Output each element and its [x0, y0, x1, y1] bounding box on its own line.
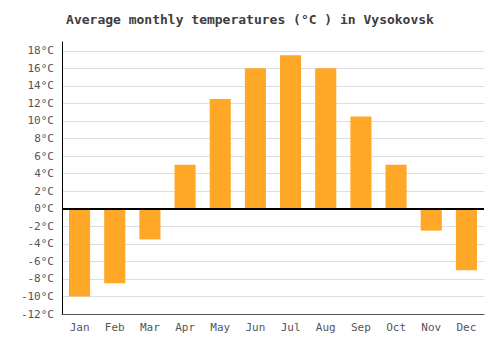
svg-text:18°C: 18°C [28, 44, 55, 57]
svg-text:Jan: Jan [70, 321, 90, 334]
svg-text:Aug: Aug [316, 321, 336, 334]
svg-text:Dec: Dec [456, 321, 476, 334]
svg-text:8°C: 8°C [34, 132, 54, 145]
svg-text:Jun: Jun [245, 321, 265, 334]
svg-text:Feb: Feb [105, 321, 125, 334]
svg-text:Average monthly temperatures (: Average monthly temperatures (°C ) in Vy… [66, 12, 434, 27]
svg-text:4°C: 4°C [34, 167, 54, 180]
svg-text:Sep: Sep [351, 321, 371, 334]
svg-text:16°C: 16°C [28, 62, 55, 75]
svg-text:Apr: Apr [175, 321, 195, 334]
svg-text:12°C: 12°C [28, 97, 55, 110]
svg-text:-8°C: -8°C [28, 272, 55, 285]
svg-text:Jul: Jul [281, 321, 301, 334]
svg-text:Nov: Nov [421, 321, 441, 334]
svg-text:Mar: Mar [140, 321, 160, 334]
svg-text:14°C: 14°C [28, 79, 55, 92]
svg-text:2°C: 2°C [34, 185, 54, 198]
svg-text:May: May [210, 321, 230, 334]
svg-text:-4°C: -4°C [28, 237, 55, 250]
svg-text:Oct: Oct [386, 321, 406, 334]
svg-text:0°C: 0°C [34, 202, 54, 215]
svg-text:-6°C: -6°C [28, 255, 55, 268]
svg-text:-12°C: -12°C [21, 308, 54, 321]
svg-text:-10°C: -10°C [21, 290, 54, 303]
svg-text:6°C: 6°C [34, 150, 54, 163]
svg-text:-2°C: -2°C [28, 220, 55, 233]
svg-text:10°C: 10°C [28, 114, 55, 127]
